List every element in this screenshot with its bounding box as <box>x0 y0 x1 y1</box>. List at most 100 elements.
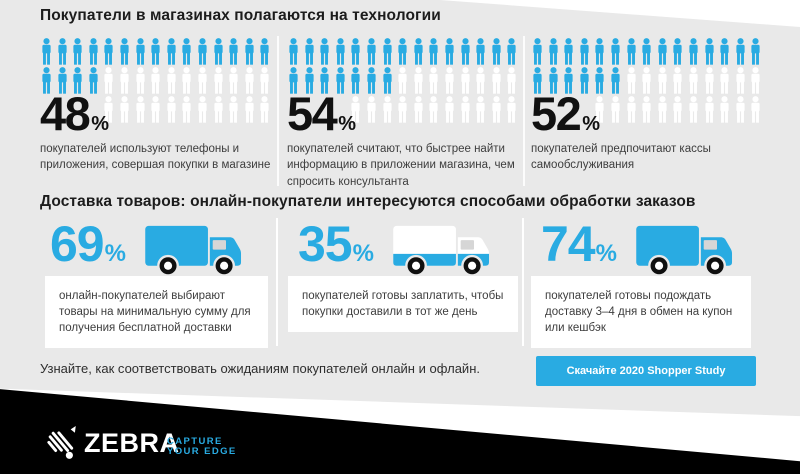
person-icon <box>626 67 636 94</box>
person-icon <box>751 38 760 65</box>
person-icon <box>580 38 589 65</box>
stat-card: покупателей готовы подождать доставку 3–… <box>531 276 751 349</box>
person-icon <box>351 67 360 94</box>
person-icon <box>548 67 558 94</box>
person-icon <box>73 67 82 94</box>
person-icon <box>367 96 376 123</box>
person-icon <box>658 38 667 65</box>
person-icon <box>167 38 176 65</box>
person-icon <box>198 67 207 94</box>
person-icon <box>229 67 238 94</box>
person-icon <box>382 38 392 65</box>
person-icon <box>304 38 314 65</box>
person-icon <box>445 38 454 65</box>
person-icon <box>289 67 298 94</box>
tech-stat-block-3: 52% покупателей предпочитают кассы самоо… <box>531 38 769 174</box>
person-icon <box>611 67 620 94</box>
brand-wordmark: ZEBRA <box>84 428 180 458</box>
person-icon <box>689 38 698 65</box>
pictogram-row <box>287 38 525 65</box>
stat-description: онлайн-покупателей выбирают товары на ми… <box>59 290 251 335</box>
person-icon <box>304 67 314 94</box>
person-icon <box>260 96 269 123</box>
stat-description: покупателей готовы подождать доставку 3–… <box>545 290 733 335</box>
person-icon <box>736 38 745 65</box>
person-icon <box>382 96 392 123</box>
person-icon <box>658 67 667 94</box>
person-icon <box>704 67 714 94</box>
person-icon <box>57 38 67 65</box>
person-icon <box>476 67 485 94</box>
stat-description: покупателей используют телефоны и прилож… <box>40 143 271 172</box>
person-icon <box>151 96 160 123</box>
person-icon <box>89 38 98 65</box>
person-icon <box>182 67 191 94</box>
person-icon <box>182 38 191 65</box>
person-icon <box>89 67 98 94</box>
pictogram-grid: 52% <box>531 38 769 137</box>
person-icon <box>245 67 254 94</box>
page-title: Покупатели в магазинах полагаются на тех… <box>40 7 441 24</box>
tech-stat-block-2: 54% покупателей считают, что быстрее най… <box>287 38 525 190</box>
pictogram-row <box>40 67 278 94</box>
stat-description: покупателей считают, что быстрее найти и… <box>287 143 515 188</box>
person-icon <box>736 67 745 94</box>
person-icon <box>429 96 438 123</box>
person-icon <box>167 67 176 94</box>
person-icon <box>135 67 145 94</box>
person-icon <box>135 96 145 123</box>
delivery-truck-icon <box>393 225 490 277</box>
stat-description: покупателей предпочитают кассы самообслу… <box>531 143 711 172</box>
person-icon <box>476 96 485 123</box>
person-icon <box>336 67 345 94</box>
person-icon <box>245 96 254 123</box>
person-icon <box>320 38 329 65</box>
person-icon <box>507 67 516 94</box>
pictogram-row <box>593 96 769 123</box>
person-icon <box>151 67 160 94</box>
person-icon <box>120 38 129 65</box>
person-icon <box>73 38 82 65</box>
person-icon <box>611 38 620 65</box>
person-icon <box>689 96 698 123</box>
person-icon <box>492 96 501 123</box>
column-divider <box>523 36 525 186</box>
stat-description: покупателей готовы заплатить, чтобы поку… <box>302 290 504 319</box>
stat-card: онлайн-покупателей выбирают товары на ми… <box>45 276 268 349</box>
person-icon <box>367 67 376 94</box>
person-icon <box>564 38 573 65</box>
person-icon <box>460 96 470 123</box>
person-icon <box>320 67 329 94</box>
pictogram-grid: 48% <box>40 38 278 137</box>
person-icon <box>673 38 682 65</box>
pictogram-row <box>287 67 525 94</box>
person-icon <box>382 67 392 94</box>
person-icon <box>398 96 407 123</box>
person-icon <box>736 96 745 123</box>
stat-card: покупателей готовы заплатить, чтобы поку… <box>288 276 518 333</box>
download-study-button[interactable]: Скачайте 2020 Shopper Study <box>536 356 756 386</box>
person-icon <box>351 38 360 65</box>
person-icon <box>429 67 438 94</box>
person-icon <box>104 67 113 94</box>
pictogram-row <box>349 96 525 123</box>
pictogram-row <box>102 96 278 123</box>
pictogram-row <box>531 67 769 94</box>
person-icon <box>445 96 454 123</box>
pictogram-row <box>40 38 278 65</box>
person-icon <box>673 67 682 94</box>
person-icon <box>289 38 298 65</box>
person-icon <box>167 96 176 123</box>
delivery-stat-block-1: 69% онлайн-покупателей выбирают товары н… <box>40 219 278 351</box>
person-icon <box>213 96 223 123</box>
person-icon <box>548 38 558 65</box>
tech-stat-block-1: 48% покупателей используют телефоны и пр… <box>40 38 278 174</box>
person-icon <box>135 38 145 65</box>
person-icon <box>626 96 636 123</box>
stat-percent: 35% <box>298 216 374 272</box>
person-icon <box>595 38 604 65</box>
person-icon <box>42 67 51 94</box>
person-icon <box>429 38 438 65</box>
pictogram-row <box>531 38 769 65</box>
person-icon <box>229 96 238 123</box>
